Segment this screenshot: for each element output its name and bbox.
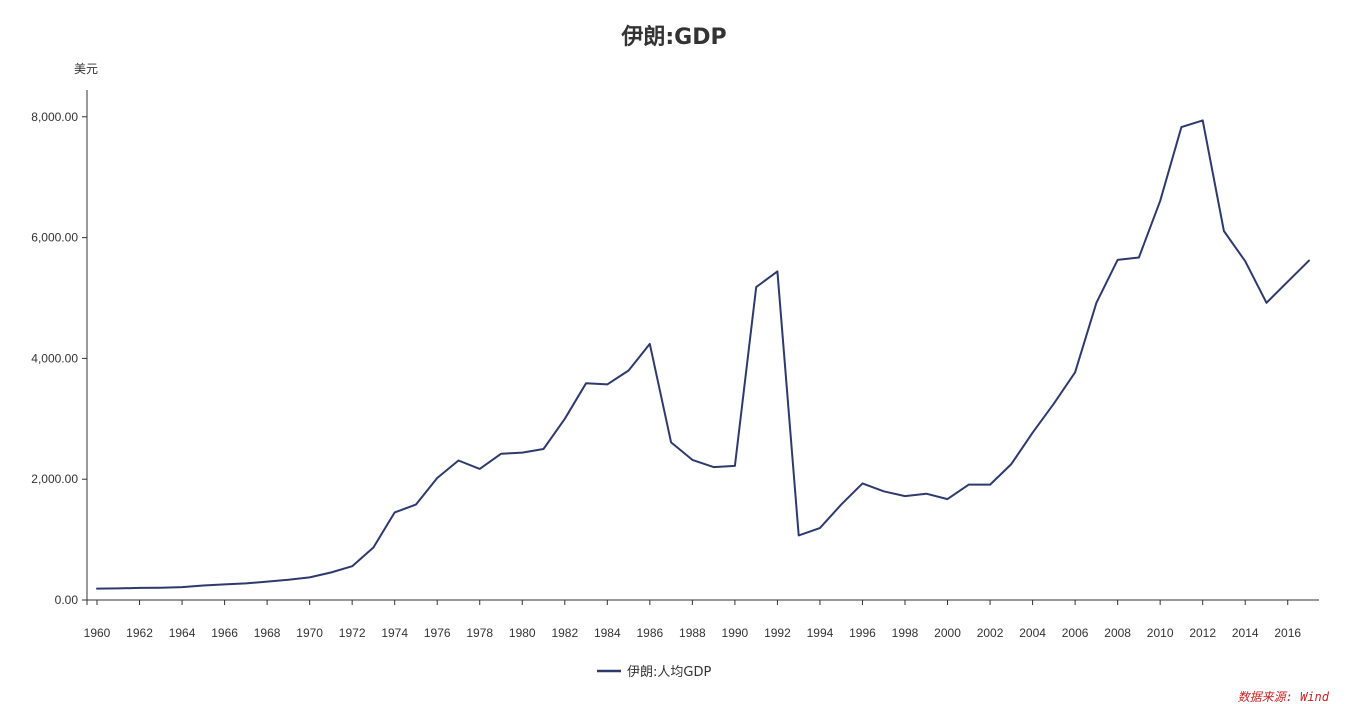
legend-label: 伊朗:人均GDP [627, 665, 711, 680]
x-tick-label: 1972 [339, 626, 366, 640]
x-tick-label: 1980 [509, 626, 536, 640]
x-tick-label: 1986 [636, 626, 663, 640]
x-tick-label: 1992 [764, 626, 791, 640]
x-tick-label: 1994 [807, 626, 834, 640]
x-tick-label: 1984 [594, 626, 621, 640]
y-axis-unit-label: 美元 [74, 62, 98, 76]
series-line [96, 119, 1310, 590]
y-tick-label: 6,000.00 [31, 231, 78, 245]
x-tick-label: 1966 [211, 626, 238, 640]
y-tick-label: 0.00 [55, 593, 79, 607]
x-tick-label: 1976 [424, 626, 451, 640]
x-tick-label: 1964 [169, 626, 196, 640]
x-tick-label: 1978 [466, 626, 493, 640]
chart-title: 伊朗:GDP [620, 24, 726, 50]
y-tick-label: 4,000.00 [31, 351, 78, 365]
x-tick-label: 2000 [934, 626, 961, 640]
x-tick-label: 1988 [679, 626, 706, 640]
y-axis-ticks: 0.00 2,000.00 4,000.00 6,000.00 8,000.00 [31, 110, 87, 607]
x-axis-ticks: 1960 1962 1964 1966 1968 1970 1972 1974 1976 1978… [84, 600, 1301, 640]
data-source-note: 数据来源: Wind [1238, 690, 1330, 704]
x-tick-label: 1982 [551, 626, 578, 640]
series-layer [96, 119, 1310, 590]
x-tick-label: 2002 [977, 626, 1004, 640]
x-tick-label: 1998 [892, 626, 919, 640]
x-tick-label: 1974 [381, 626, 408, 640]
x-tick-label: 2004 [1019, 626, 1046, 640]
x-tick-label: 2014 [1232, 626, 1259, 640]
x-tick-label: 1962 [126, 626, 153, 640]
x-tick-label: 2010 [1147, 626, 1174, 640]
y-tick-label: 2,000.00 [31, 472, 78, 486]
x-tick-label: 1970 [296, 626, 323, 640]
x-tick-label: 1968 [254, 626, 281, 640]
x-tick-label: 2012 [1189, 626, 1216, 640]
x-tick-label: 2006 [1062, 626, 1089, 640]
y-tick-label: 8,000.00 [31, 110, 78, 124]
x-tick-label: 1996 [849, 626, 876, 640]
x-tick-label: 1990 [722, 626, 749, 640]
plot-area: 0.00 2,000.00 4,000.00 6,000.00 8,000.00 196… [31, 90, 1319, 640]
legend[interactable]: 伊朗:人均GDP [597, 665, 711, 680]
x-tick-label: 2008 [1104, 626, 1131, 640]
x-tick-label: 2016 [1274, 626, 1301, 640]
x-tick-label: 1960 [84, 626, 111, 640]
